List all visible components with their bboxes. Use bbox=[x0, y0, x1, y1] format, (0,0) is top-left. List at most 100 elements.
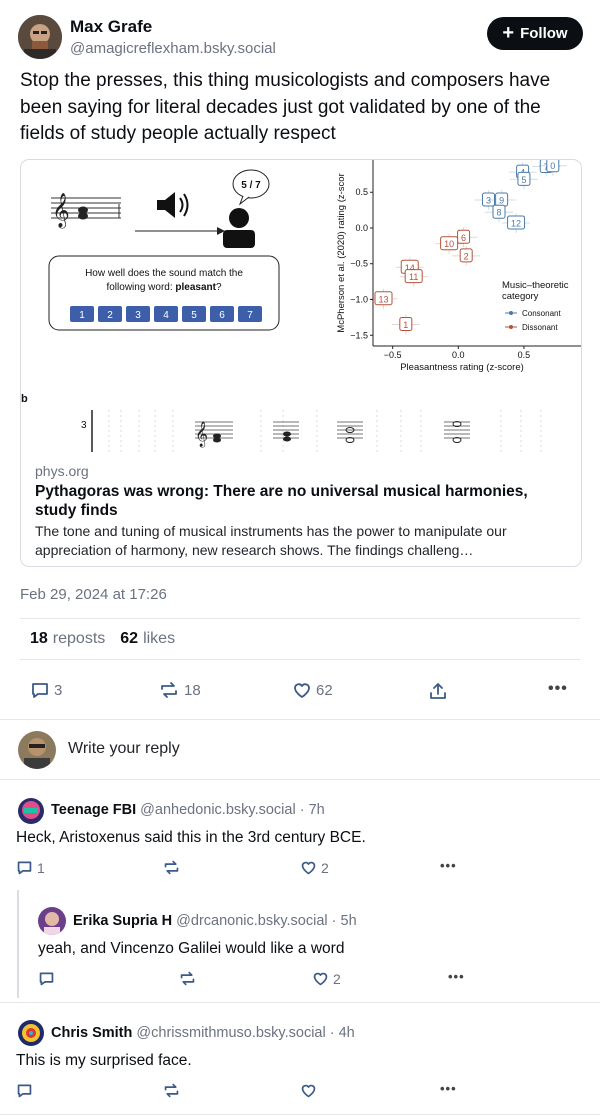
author-avatar-photo bbox=[18, 15, 62, 59]
scale-button-5 bbox=[182, 306, 206, 322]
repost-icon bbox=[161, 682, 177, 698]
reply-3-repost-button[interactable] bbox=[162, 1082, 181, 1099]
reply-3-like-button[interactable] bbox=[300, 1082, 317, 1099]
reply-3-text: This is my surprised face. bbox=[16, 1052, 192, 1069]
author-handle[interactable]: @amagicreflexham.bsky.social bbox=[70, 40, 276, 57]
author-name[interactable]: Max Grafe bbox=[70, 17, 153, 36]
repost-button[interactable]: 18 bbox=[158, 680, 201, 700]
reply-3-avatar[interactable] bbox=[18, 1020, 44, 1046]
reposts-count[interactable]: 18 bbox=[30, 630, 48, 647]
scale-label: 4 bbox=[163, 310, 169, 321]
heart-icon bbox=[294, 683, 310, 698]
note-icon bbox=[78, 206, 88, 214]
reply-1-name[interactable]: Teenage FBI bbox=[51, 802, 137, 818]
speech-bubble bbox=[232, 169, 270, 199]
more-options-icon[interactable]: ••• bbox=[548, 680, 568, 697]
reply-3-handle[interactable]: @chrissmithmuso.bsky.social bbox=[136, 1025, 326, 1041]
dissonant-point bbox=[457, 229, 471, 244]
consonant-point-label: 3 bbox=[486, 196, 491, 206]
reply-3-name[interactable]: Chris Smith bbox=[51, 1025, 133, 1041]
reply-count: 3 bbox=[54, 681, 63, 699]
reply-2-repost-button[interactable] bbox=[178, 970, 197, 987]
repost-icon bbox=[164, 1083, 179, 1098]
embed-image: 𝄞 5 / 7 How well does the sound match th… bbox=[21, 160, 581, 452]
reply-3-reply-button[interactable] bbox=[16, 1082, 33, 1099]
reply-1-avatar[interactable] bbox=[18, 798, 44, 824]
panel-b-grid bbox=[108, 410, 542, 452]
post-stats: 18 reposts 62 likes bbox=[30, 630, 175, 648]
embed-title: Pythagoras was wrong: There are no unive… bbox=[35, 483, 528, 519]
link-embed-card[interactable]: 𝄞 5 / 7 How well does the sound match th… bbox=[20, 159, 582, 567]
reply-1-more-icon[interactable]: ••• bbox=[440, 858, 457, 873]
x-tick-label: 0.0 bbox=[452, 350, 465, 360]
consonant-point bbox=[482, 192, 495, 207]
like-count: 62 bbox=[316, 681, 333, 699]
current-user-avatar bbox=[18, 731, 56, 769]
legend-consonant: Consonant bbox=[522, 309, 561, 318]
panel-b-staves bbox=[195, 421, 470, 439]
dissonant-point bbox=[399, 317, 413, 332]
y-tick-label: −1.5 bbox=[350, 330, 368, 340]
like-button[interactable]: 62 bbox=[292, 680, 333, 700]
reply-3-more-icon[interactable]: ••• bbox=[440, 1081, 457, 1096]
post-timestamp: Feb 29, 2024 at 17:26 bbox=[20, 586, 167, 603]
reply-3-header: Chris Smith @chrissmithmuso.bsky.social … bbox=[51, 1025, 355, 1041]
scale-label: 6 bbox=[219, 310, 225, 321]
consonant-point bbox=[492, 204, 506, 219]
scale-label: 2 bbox=[107, 310, 113, 321]
reply-2-name[interactable]: Erika Supria H bbox=[73, 913, 173, 929]
reply-2-handle[interactable]: @drcanonic.bsky.social bbox=[176, 913, 328, 929]
share-icon bbox=[430, 683, 446, 699]
reply-2-like-button[interactable]: 2 bbox=[312, 970, 341, 987]
y-tick-label: −1.0 bbox=[350, 295, 368, 305]
consonant-point-label: 0 bbox=[550, 161, 555, 171]
follow-button[interactable]: + Follow bbox=[487, 17, 583, 50]
reply-2-header: Erika Supria H @drcanonic.bsky.social · … bbox=[73, 913, 357, 929]
legend-title: Music–theoretic bbox=[502, 280, 569, 291]
treble-clef-glyph: 𝄞 bbox=[52, 193, 70, 229]
reply-input[interactable]: Write your reply bbox=[68, 740, 180, 757]
thread-line bbox=[17, 890, 19, 998]
heart-icon bbox=[301, 1084, 316, 1098]
reply-icon bbox=[17, 1084, 32, 1098]
repost-count: 18 bbox=[184, 681, 201, 699]
consonant-point-label: 12 bbox=[511, 218, 521, 228]
rating-scale: 1 2 3 4 5 6 7 bbox=[70, 306, 262, 322]
reposts-label[interactable]: reposts bbox=[52, 630, 106, 647]
likes-label[interactable]: likes bbox=[143, 630, 176, 647]
reply-2-like-count: 2 bbox=[333, 970, 341, 987]
panel-b-label: b bbox=[21, 393, 28, 405]
scale-label: 5 bbox=[191, 310, 197, 321]
reply-2-avatar[interactable] bbox=[38, 907, 66, 935]
reply-1-repost-button[interactable] bbox=[162, 859, 181, 876]
post-text: Stop the presses, this thing musicologis… bbox=[20, 70, 551, 144]
reply-2-more-icon[interactable]: ••• bbox=[448, 969, 465, 984]
dissonant-point bbox=[374, 291, 393, 306]
dissonant-point-label: 14 bbox=[405, 263, 415, 273]
likes-count[interactable]: 62 bbox=[120, 630, 139, 647]
consonant-point-label: 9 bbox=[499, 196, 504, 206]
panel-b-row-label: 3 bbox=[81, 420, 87, 431]
reply-1-age: · 7h bbox=[299, 802, 325, 818]
embed-domain: phys.org bbox=[35, 463, 89, 479]
reply-2-reply-button[interactable] bbox=[38, 970, 55, 987]
author-avatar[interactable] bbox=[18, 15, 62, 59]
heart-icon bbox=[301, 861, 316, 875]
dissonant-point bbox=[440, 236, 459, 251]
reply-1-reply-button[interactable]: 1 bbox=[16, 859, 45, 876]
scatter-chart: 0.5 0.0 −0.5 −1.0 −1.5 −0.5 0.0 0.5 Pleasantness… bbox=[336, 160, 581, 373]
heart-icon bbox=[313, 972, 328, 986]
reply-1-handle[interactable]: @anhedonic.bsky.social bbox=[140, 802, 296, 818]
scale-label: 3 bbox=[135, 310, 141, 321]
y-axis-label: McPherson et al. (2020) rating (z-scor bbox=[336, 173, 347, 332]
plus-icon: + bbox=[502, 21, 515, 44]
reply-icon bbox=[32, 683, 48, 698]
share-button[interactable] bbox=[428, 681, 448, 701]
reply-1-like-count: 2 bbox=[321, 859, 329, 876]
x-tick-label: −0.5 bbox=[384, 350, 402, 360]
reply-button[interactable]: 3 bbox=[30, 680, 62, 700]
dissonant-point-label: 13 bbox=[378, 294, 388, 304]
reply-2-text: yeah, and Vincenzo Galilei would like a … bbox=[38, 940, 345, 957]
dissonant-point bbox=[404, 269, 423, 284]
reply-1-like-button[interactable]: 2 bbox=[300, 859, 329, 876]
